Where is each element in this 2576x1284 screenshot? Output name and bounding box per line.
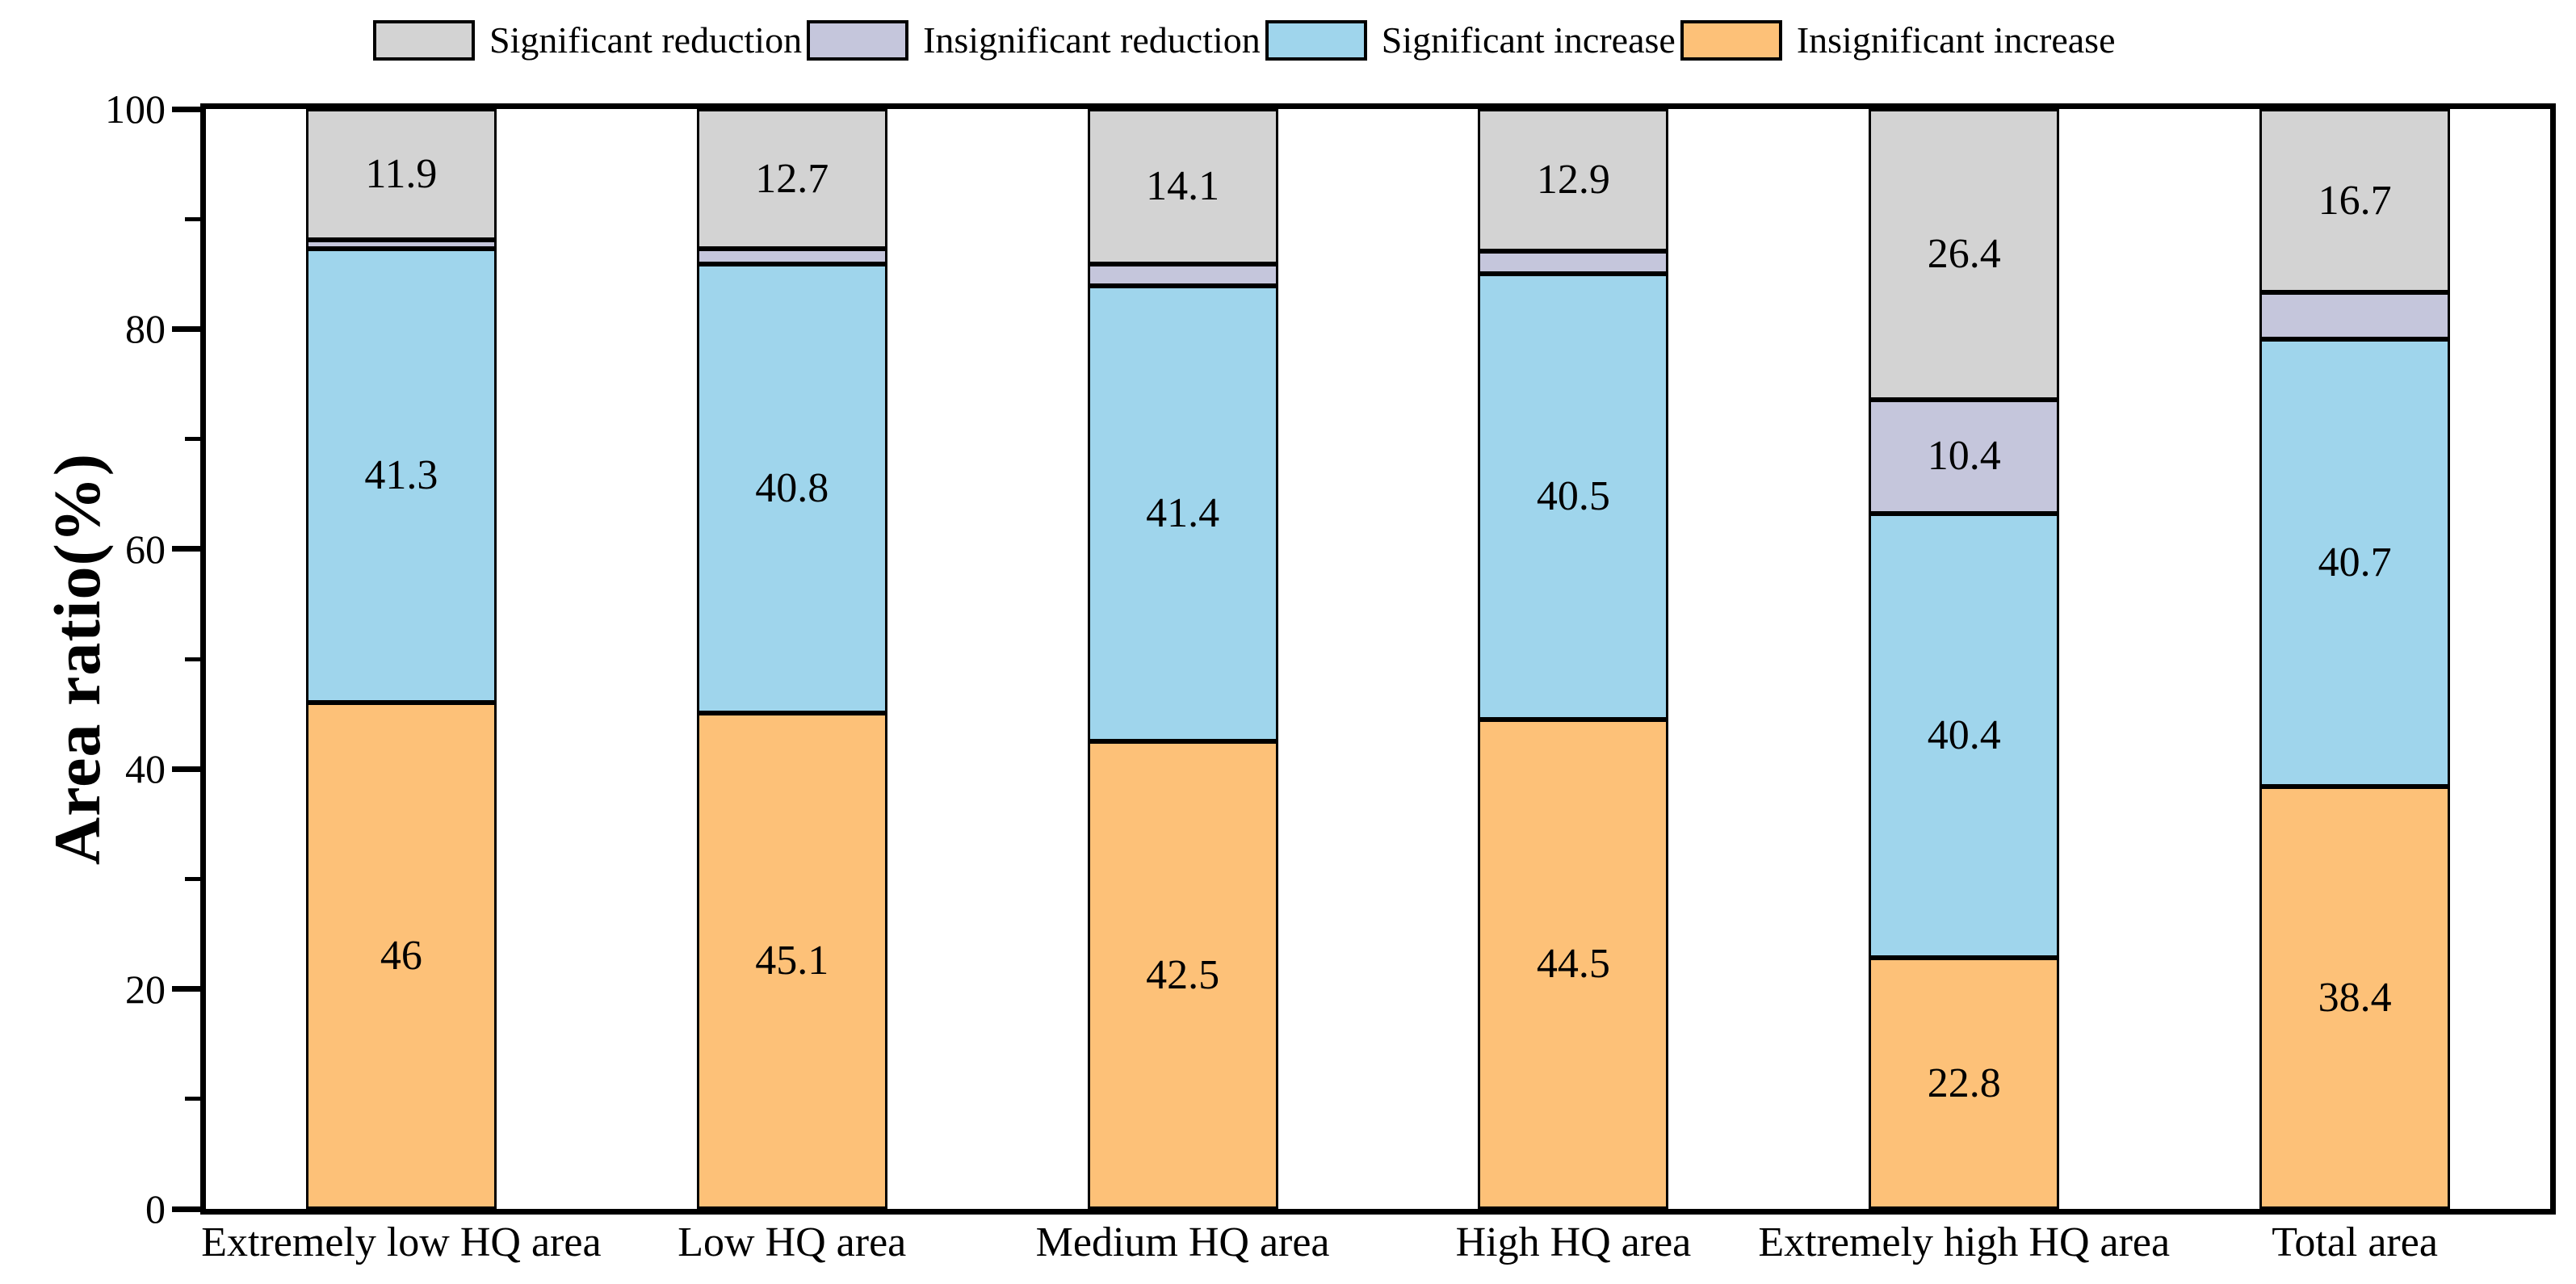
bar-segment-label: 14.1 [1146,163,1220,210]
legend-entry-insignificant-increase: Insignificant increase [1680,20,2121,61]
y-minor-tick [185,437,206,442]
bar-segment-label: 45.1 [755,937,829,984]
bar-segment-label: 26.4 [1927,230,2001,277]
y-tick-label: 60 [125,526,166,572]
y-minor-tick [185,216,206,221]
legend-entry-insignificant-reduction: Insignificant reduction [807,20,1265,61]
bar-segment-label: 40.4 [1927,712,2001,759]
legend-swatch-insignificant-increase [1680,20,1782,61]
bar-segment: 40.5 [1478,274,1669,720]
bar-segment: 38.4 [2259,787,2451,1209]
bar-segment [305,240,497,249]
bar-segment: 41.3 [305,248,497,703]
x-tick-label: Total area [2272,1219,2438,1265]
bar-segment: 40.7 [2259,338,2451,787]
bar-segment [2259,292,2451,339]
bar-segment-label: 42.5 [1146,951,1220,998]
bar-segment [696,248,887,265]
x-tick-label: Extremely high HQ area [1758,1219,2171,1265]
bar-segment-label: 12.7 [755,155,829,202]
bar-segment-label: 41.4 [1146,490,1220,537]
bar-segment-label: 41.3 [364,452,438,499]
bar-1: 46 41.3 11.9 [305,109,497,1209]
legend-label: Insignificant increase [1796,19,2116,61]
x-tick-label: Medium HQ area [1035,1219,1330,1265]
legend: Significant reduction Insignificant redu… [373,20,2121,61]
legend-label: Insignificant reduction [923,19,1261,61]
y-tick-label: 80 [125,306,166,352]
bar-segment-label: 10.4 [1927,433,2001,480]
bar-segment: 10.4 [1869,399,2060,514]
bar-segment-label: 11.9 [365,151,438,198]
y-major-tick [172,325,206,332]
bar-segment: 12.7 [696,109,887,249]
bar-segment: 42.5 [1087,741,1278,1209]
legend-label: Significant reduction [489,19,803,61]
y-major-tick [172,766,206,772]
legend-swatch-significant-increase [1265,20,1367,61]
bar-segment: 40.4 [1869,514,2060,959]
bar-segment: 44.5 [1478,719,1669,1209]
x-tick-label: Extremely low HQ area [201,1219,602,1265]
y-tick-label: 0 [145,1186,166,1232]
bar-segment [1087,264,1278,287]
legend-swatch-insignificant-reduction [807,20,909,61]
y-major-tick [172,1206,206,1212]
bar-segment: 41.4 [1087,286,1278,742]
x-tick-label: High HQ area [1455,1219,1692,1265]
bar-segment-label: 38.4 [2318,974,2392,1021]
bar-segment: 45.1 [696,712,887,1209]
y-axis-title: Area ratio(%) [40,452,114,866]
bar-3: 42.5 41.4 14.1 [1087,109,1278,1209]
bar-4: 44.5 40.5 12.9 [1478,109,1669,1209]
bar-segment-label: 46 [380,932,422,979]
bar-segment: 22.8 [1869,958,2060,1209]
bar-segment: 14.1 [1087,109,1278,265]
legend-swatch-significant-reduction [373,20,475,61]
bar-segment-label: 44.5 [1536,940,1610,987]
bar-segment-label: 40.8 [755,464,829,511]
x-tick-label: Low HQ area [678,1219,907,1265]
bar-6: 38.4 40.7 16.7 [2259,109,2451,1209]
y-minor-tick [185,657,206,661]
y-major-tick [172,986,206,992]
bar-segment [1478,250,1669,275]
y-tick-label: 100 [105,86,166,132]
bar-segment: 16.7 [2259,109,2451,293]
bar-2: 45.1 40.8 12.7 [696,109,887,1209]
y-major-tick [172,106,206,112]
y-tick-label: 20 [125,966,166,1012]
bar-segment: 46 [305,703,497,1209]
bar-segment-label: 16.7 [2318,177,2392,224]
y-major-tick [172,546,206,552]
legend-entry-significant-reduction: Significant reduction [373,20,807,61]
legend-label: Significant increase [1381,19,1676,61]
bar-segment-label: 40.7 [2318,539,2392,585]
bar-5: 22.8 40.4 10.4 26.4 [1869,109,2060,1209]
bar-segment: 12.9 [1478,109,1669,251]
y-minor-tick [185,1097,206,1101]
bar-segment: 26.4 [1869,109,2060,400]
bar-segment-label: 40.5 [1536,473,1610,520]
y-minor-tick [185,876,206,881]
bar-segment: 11.9 [305,109,497,241]
bar-segment-label: 12.9 [1536,156,1610,203]
plot-area: 46 41.3 11.9 45.1 40.8 12.7 42.5 41.4 14.1 44.5 40… [206,109,2550,1209]
bar-segment: 40.8 [696,264,887,713]
y-tick-label: 40 [125,746,166,792]
bar-segment-label: 22.8 [1927,1060,2001,1106]
legend-entry-significant-increase: Significant increase [1265,20,1680,61]
